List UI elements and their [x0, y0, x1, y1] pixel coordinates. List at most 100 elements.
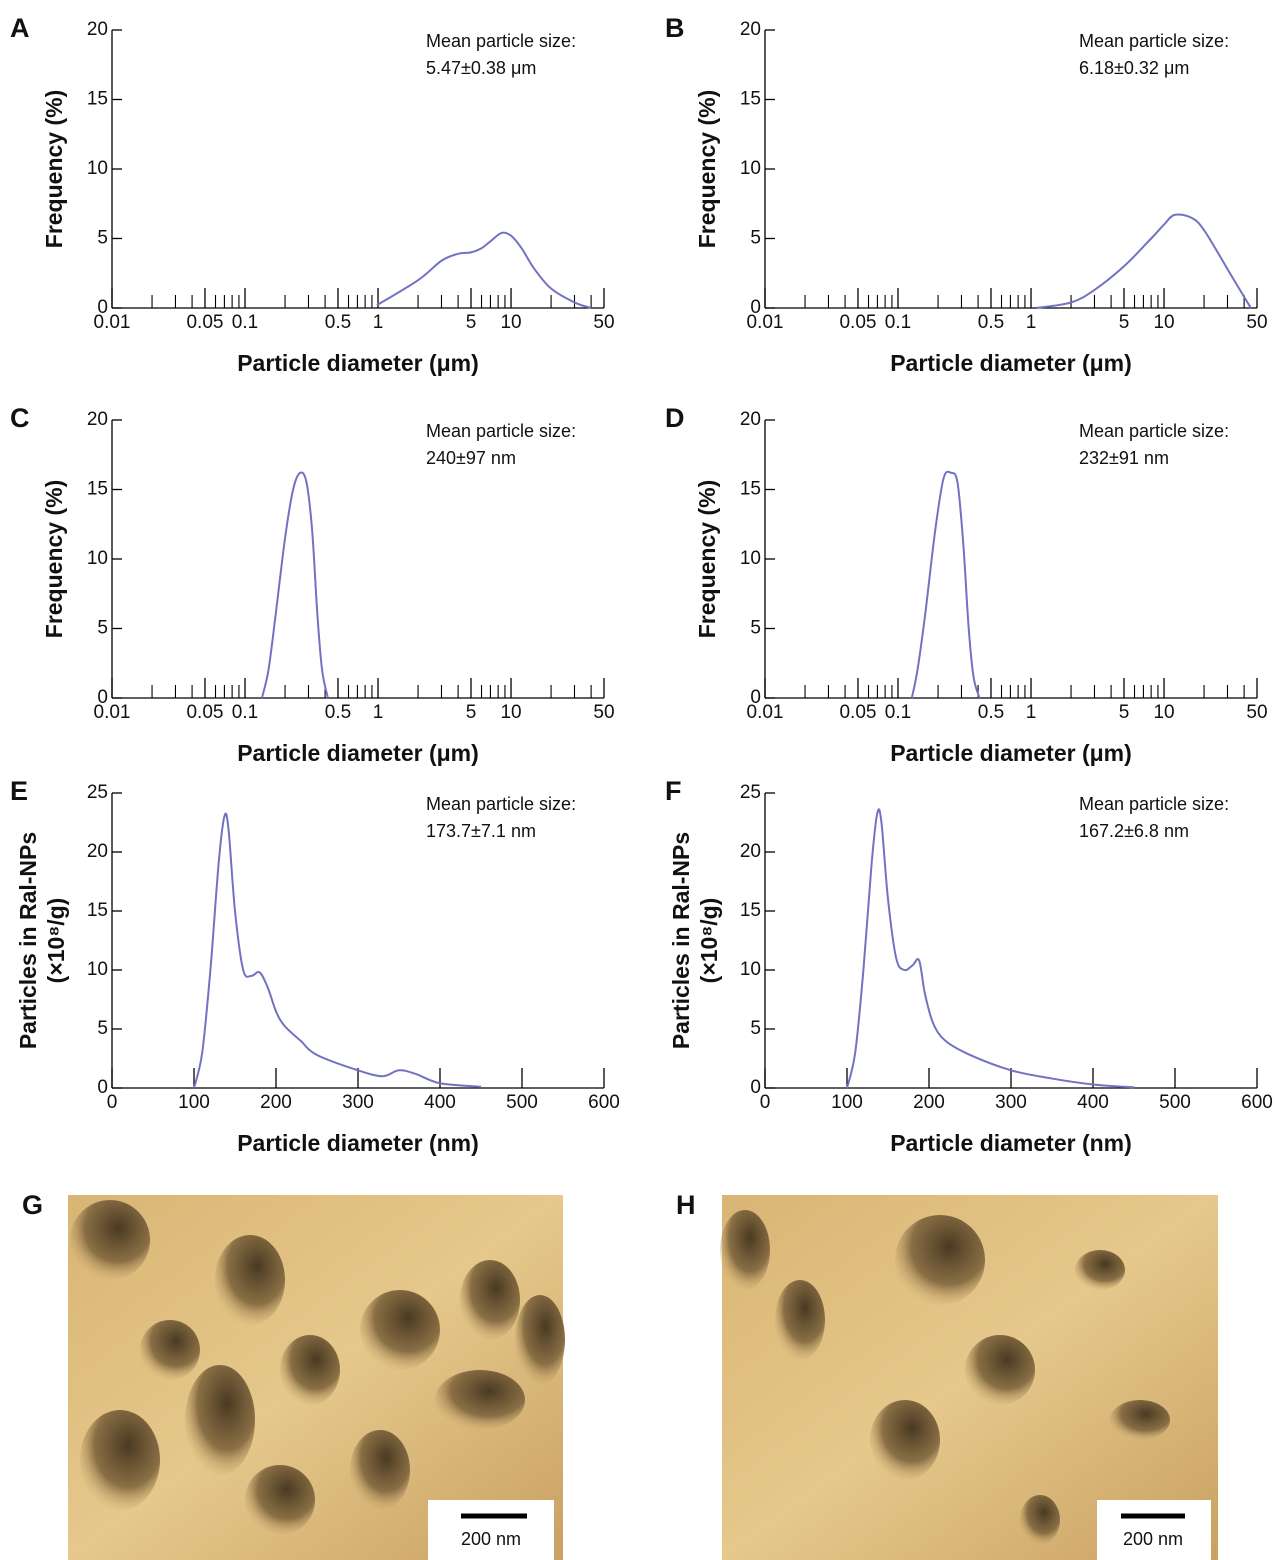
y-tick-label: 0	[750, 1077, 761, 1098]
distribution-line	[910, 470, 981, 699]
y-tick-label: 15	[87, 479, 108, 500]
panel-label: B	[665, 13, 685, 43]
annotation: 6.18±0.32 μm	[1079, 58, 1189, 78]
annotation: Mean particle size:	[426, 31, 576, 51]
x-tick-label: 0.01	[747, 702, 784, 723]
annotation: Mean particle size:	[426, 794, 576, 814]
x-tick-label: 400	[1077, 1092, 1109, 1113]
y-tick-label: 5	[97, 618, 108, 639]
x-tick-label: 0.1	[885, 702, 911, 723]
x-tick-label: 50	[1246, 702, 1267, 723]
x-tick-label: 10	[500, 702, 521, 723]
y-tick-label: 0	[97, 687, 108, 708]
distribution-line	[376, 231, 592, 309]
x-tick-label: 0.01	[747, 312, 784, 333]
distribution-line	[846, 808, 1135, 1089]
x-tick-label: 0.05	[839, 702, 876, 723]
scale-bar-label: 200 nm	[1123, 1529, 1183, 1549]
x-tick-label: 0.5	[978, 312, 1004, 333]
y-axis-label: Frequency (%)	[41, 480, 67, 638]
annotation: Mean particle size:	[1079, 794, 1229, 814]
x-tick-label: 0	[107, 1092, 118, 1113]
x-tick-label: 10	[500, 312, 521, 333]
x-tick-label: 300	[342, 1092, 374, 1113]
x-tick-label: 1	[1026, 312, 1037, 333]
x-tick-label: 50	[593, 312, 614, 333]
y-tick-label: 25	[740, 782, 761, 803]
x-tick-label: 0.1	[232, 702, 258, 723]
scale-bar-label: 200 nm	[461, 1529, 521, 1549]
y-axis-label: (×10⁸/g)	[43, 898, 69, 984]
y-axis-label: Frequency (%)	[694, 480, 720, 638]
y-tick-label: 5	[750, 618, 761, 639]
panel-label: E	[10, 776, 28, 806]
x-axis-label: Particle diameter (μm)	[237, 350, 479, 376]
x-tick-label: 10	[1153, 312, 1174, 333]
y-tick-label: 5	[97, 228, 108, 249]
x-tick-label: 0.05	[839, 312, 876, 333]
surface-features	[70, 1200, 565, 1535]
annotation: 5.47±0.38 μm	[426, 58, 536, 78]
scale-bar-box	[428, 1500, 554, 1560]
x-tick-label: 500	[1159, 1092, 1191, 1113]
x-tick-label: 0.05	[186, 702, 223, 723]
x-tick-label: 0.5	[325, 702, 351, 723]
panel-label: D	[665, 403, 685, 433]
y-axis-label: Particles in Ral-NPs	[668, 832, 694, 1049]
panel-label: A	[10, 13, 30, 43]
y-tick-label: 10	[740, 959, 761, 980]
annotation: 232±91 nm	[1079, 448, 1169, 468]
annotation: 240±97 nm	[426, 448, 516, 468]
x-tick-label: 200	[913, 1092, 945, 1113]
y-tick-label: 15	[740, 479, 761, 500]
x-axis-label: Particle diameter (μm)	[890, 740, 1132, 766]
y-tick-label: 10	[740, 548, 761, 569]
y-tick-label: 15	[740, 89, 761, 110]
x-tick-label: 100	[178, 1092, 210, 1113]
annotation: Mean particle size:	[1079, 31, 1229, 51]
x-tick-label: 10	[1153, 702, 1174, 723]
chart-panel: E 0 5 10 15 20 25 0 100 200 300 400 500 600 Particle d…	[10, 776, 620, 1156]
x-tick-label: 300	[995, 1092, 1027, 1113]
x-tick-label: 400	[424, 1092, 456, 1113]
annotation: Mean particle size:	[1079, 421, 1229, 441]
x-axis-label: Particle diameter (nm)	[237, 1130, 479, 1156]
y-tick-label: 10	[740, 158, 761, 179]
panel-label: F	[665, 776, 682, 806]
y-tick-label: 20	[87, 19, 108, 40]
y-tick-label: 10	[87, 158, 108, 179]
x-tick-label: 5	[1119, 312, 1130, 333]
x-tick-label: 0	[760, 1092, 771, 1113]
y-axis-label: (×10⁸/g)	[696, 898, 722, 984]
panel-label: C	[10, 403, 30, 433]
y-axis-label: Frequency (%)	[41, 90, 67, 248]
distribution-line	[193, 812, 482, 1089]
y-tick-label: 5	[97, 1018, 108, 1039]
y-tick-label: 20	[87, 409, 108, 430]
x-tick-label: 5	[1119, 702, 1130, 723]
y-tick-label: 20	[740, 841, 761, 862]
distribution-line	[1036, 213, 1252, 309]
annotation: 173.7±7.1 nm	[426, 821, 536, 841]
x-tick-label: 1	[373, 702, 384, 723]
y-tick-label: 10	[87, 959, 108, 980]
annotation: 167.2±6.8 nm	[1079, 821, 1189, 841]
y-axis-label: Particles in Ral-NPs	[15, 832, 41, 1049]
x-axis-label: Particle diameter (μm)	[237, 740, 479, 766]
x-tick-label: 200	[260, 1092, 292, 1113]
x-tick-label: 0.01	[94, 312, 131, 333]
surface-features	[720, 1210, 1170, 1545]
y-tick-label: 0	[97, 297, 108, 318]
x-tick-label: 500	[506, 1092, 538, 1113]
panel-label: H	[676, 1190, 696, 1220]
x-tick-label: 0.1	[885, 312, 911, 333]
x-tick-label: 5	[466, 312, 477, 333]
y-tick-label: 20	[740, 409, 761, 430]
x-tick-label: 0.1	[232, 312, 258, 333]
x-tick-label: 0.01	[94, 702, 131, 723]
x-tick-label: 100	[831, 1092, 863, 1113]
